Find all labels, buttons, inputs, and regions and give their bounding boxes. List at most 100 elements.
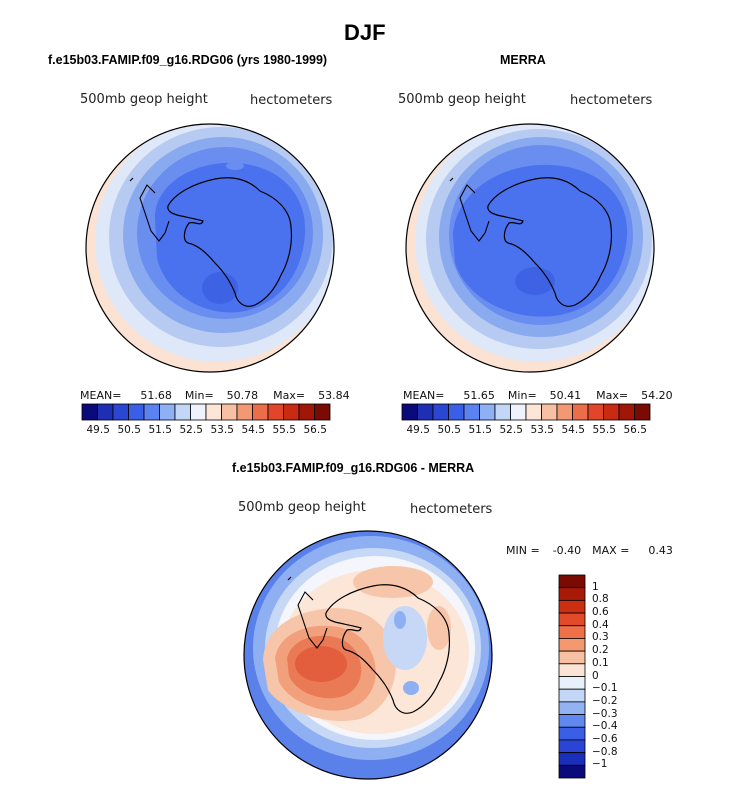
diff-colorbar-tick-0: 1 — [592, 580, 599, 593]
left-panel-subtitle: f.e15b03.FAMIP.f09_g16.RDG06 (yrs 1980-1… — [48, 53, 328, 67]
diff-min-value: -0.40 — [552, 544, 582, 557]
diff-map-blue-patch-small2 — [403, 681, 419, 695]
diff-colorbar-tick-8: −0.1 — [592, 682, 618, 695]
right-colorbar-box-2 — [432, 403, 449, 421]
right-colorbar — [401, 403, 651, 421]
left-map-boundary — [85, 123, 335, 373]
right-panel-subtitle: MERRA — [500, 53, 546, 67]
diff-min-label: MIN = — [506, 544, 540, 557]
right-polar-map — [405, 123, 655, 373]
diff-colorbar-box-12 — [558, 726, 586, 741]
left-colorbar-tick-3: 52.5 — [179, 424, 203, 436]
diff-panel-units-label: hectometers — [410, 502, 493, 517]
diff-map-blue-patch — [383, 606, 427, 670]
left-colorbar-tick-6: 55.5 — [272, 424, 296, 436]
diff-max-value: 0.43 — [648, 544, 673, 557]
left-min-value: 50.78 — [226, 389, 259, 402]
diff-colorbar-tick-12: −0.6 — [592, 732, 618, 745]
right-colorbar-tick-5: 54.5 — [561, 424, 585, 436]
right-colorbar-box-5 — [479, 403, 496, 421]
right-colorbar-box-4 — [463, 403, 480, 421]
left-min-label: Min= — [184, 389, 214, 402]
right-colorbar-tick-6: 55.5 — [592, 424, 616, 436]
diff-colorbar-tick-5: 0.2 — [592, 644, 609, 657]
left-colorbar-tick-0: 49.5 — [86, 424, 110, 436]
diff-colorbar-tick-11: −0.4 — [592, 720, 618, 733]
diff-colorbar-box-8 — [558, 676, 586, 690]
diff-colorbar-tick-1: 0.8 — [592, 593, 609, 606]
left-colorbar-box-3 — [128, 403, 145, 421]
right-min-value: 50.41 — [549, 389, 582, 402]
right-colorbar-ticks: 49.5 50.5 51.5 52.5 53.5 54.5 55.5 56.5 — [402, 424, 650, 438]
left-colorbar-box-1 — [97, 403, 114, 421]
left-mean-value: 51.68 — [140, 389, 172, 402]
right-colorbar-box-3 — [448, 403, 465, 421]
left-colorbar-tick-1: 50.5 — [117, 424, 141, 436]
diff-colorbar-box-14 — [558, 752, 586, 766]
diff-map-red-core — [295, 646, 347, 682]
right-max-value: 54.20 — [641, 389, 673, 402]
diff-colorbar-tick-13: −0.8 — [592, 745, 618, 758]
left-max-value: 53.84 — [318, 389, 350, 402]
left-colorbar-box-0 — [81, 403, 98, 421]
diff-colorbar-box-2 — [558, 599, 586, 614]
left-map-small-low — [226, 162, 244, 170]
left-polar-map — [85, 123, 335, 373]
right-colorbar-tick-0: 49.5 — [406, 424, 430, 436]
left-colorbar — [81, 403, 331, 421]
right-map-boundary — [405, 123, 655, 373]
diff-colorbar-box-13 — [558, 739, 586, 754]
left-colorbar-tick-2: 51.5 — [148, 424, 172, 436]
left-peninsula-coast — [139, 184, 170, 242]
left-colorbar-box-7 — [190, 403, 207, 421]
diff-colorbar-box-11 — [558, 714, 586, 728]
left-colorbar-box-15 — [314, 403, 331, 421]
diff-minmax: MIN = -0.40 MAX = 0.43 — [506, 544, 673, 557]
left-mean-label: MEAN= — [80, 389, 122, 402]
diff-colorbar-box-6 — [558, 650, 586, 665]
left-colorbar-ticks: 49.5 50.5 51.5 52.5 53.5 54.5 55.5 56.5 — [82, 424, 330, 438]
diff-max-label: MAX = — [592, 544, 630, 557]
right-colorbar-tick-3: 52.5 — [499, 424, 523, 436]
right-colorbar-box-8 — [525, 403, 542, 421]
right-max-label: Max= — [596, 389, 629, 402]
diff-island-mark — [287, 576, 292, 581]
diff-colorbar-box-1 — [558, 587, 586, 601]
diff-panel-field-label: 500mb geop height — [238, 500, 366, 515]
right-colorbar-tick-1: 50.5 — [437, 424, 461, 436]
left-colorbar-box-13 — [283, 403, 300, 421]
left-panel-units-label: hectometers — [250, 93, 333, 108]
diff-peninsula-coast — [297, 591, 328, 649]
left-colorbar-box-14 — [298, 403, 315, 421]
right-colorbar-box-10 — [556, 403, 573, 421]
left-colorbar-box-11 — [252, 403, 269, 421]
right-mean-value: 51.65 — [463, 389, 495, 402]
diff-colorbar-tick-3: 0.4 — [592, 618, 609, 631]
left-map-core — [155, 162, 306, 313]
diff-map-blue-patch-small — [394, 611, 406, 629]
left-panel-field-label: 500mb geop height — [80, 92, 208, 107]
right-colorbar-box-7 — [510, 403, 527, 421]
right-panel-units-label: hectometers — [570, 93, 653, 108]
diff-colorbar-tick-10: −0.3 — [592, 707, 618, 720]
right-colorbar-box-0 — [401, 403, 418, 421]
right-colorbar-box-13 — [603, 403, 620, 421]
right-colorbar-box-14 — [618, 403, 635, 421]
diff-colorbar-box-5 — [558, 638, 586, 652]
diff-colorbar-tick-14: −1 — [592, 758, 608, 771]
right-colorbar-tick-4: 53.5 — [530, 424, 554, 436]
right-colorbar-tick-2: 51.5 — [468, 424, 492, 436]
diff-map-pink-north — [353, 566, 433, 598]
right-colorbar-box-9 — [541, 403, 558, 421]
diff-colorbar-tick-6: 0.1 — [592, 656, 609, 669]
right-min-label: Min= — [507, 389, 537, 402]
right-mean-label: MEAN= — [403, 389, 445, 402]
left-colorbar-box-5 — [159, 403, 176, 421]
diff-polar-map — [243, 530, 493, 780]
right-colorbar-box-1 — [417, 403, 434, 421]
diff-colorbar-box-10 — [558, 701, 586, 715]
diff-colorbar-box-3 — [558, 612, 586, 627]
left-antarctica-coastline — [167, 177, 293, 307]
right-map-core — [453, 164, 628, 317]
diff-colorbar-tick-2: 0.6 — [592, 606, 609, 619]
